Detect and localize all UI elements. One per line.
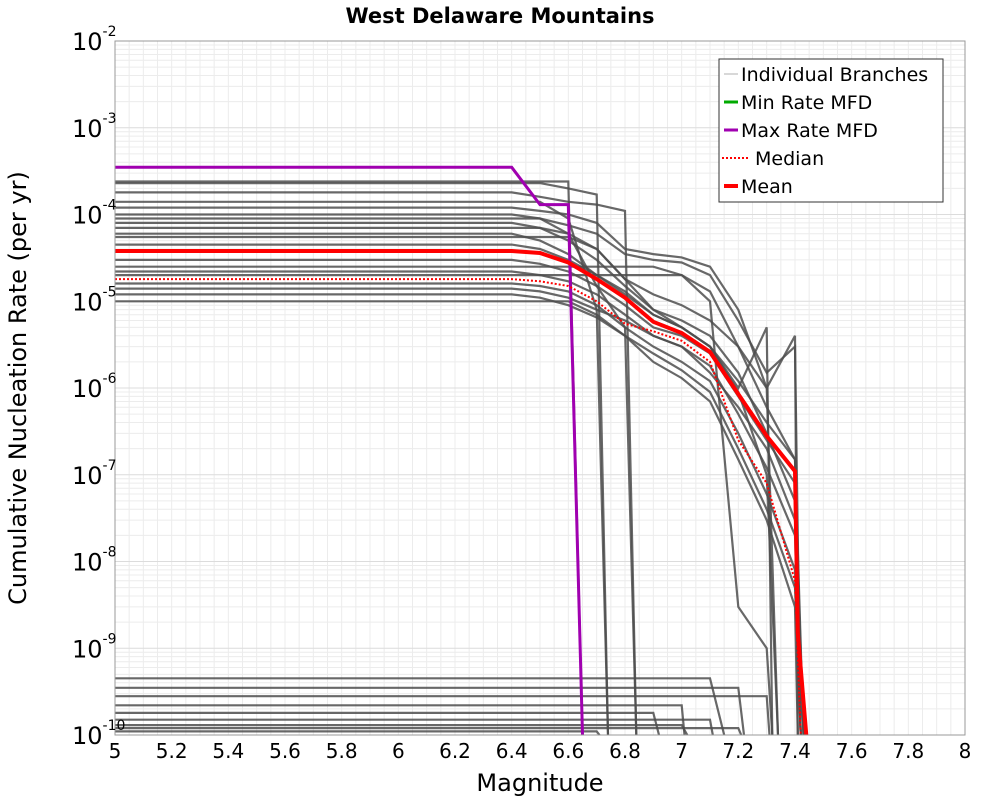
branch-line bbox=[115, 258, 805, 736]
legend-label: Max Rate MFD bbox=[741, 120, 878, 142]
branch-line bbox=[115, 293, 802, 736]
branch-line bbox=[115, 724, 689, 736]
legend-box bbox=[718, 58, 944, 203]
y-tick-label: 10-8 bbox=[72, 545, 117, 577]
branch-line bbox=[115, 686, 746, 736]
x-tick-label: 5.8 bbox=[326, 739, 358, 763]
chart-title: West Delaware Mountains bbox=[345, 4, 654, 28]
x-tick-label: 6.8 bbox=[609, 739, 641, 763]
x-tick-label: 6.2 bbox=[439, 739, 471, 763]
branch-line bbox=[115, 695, 771, 736]
median-line bbox=[115, 278, 802, 736]
y-tick-label: 10-5 bbox=[72, 284, 117, 316]
x-tick-label: 7.2 bbox=[722, 739, 754, 763]
x-tick-label: 7.6 bbox=[836, 739, 868, 763]
y-tick-label: 10-3 bbox=[72, 111, 117, 143]
branch-line bbox=[115, 243, 805, 736]
branch-line bbox=[115, 235, 774, 736]
y-tick-label: 10-7 bbox=[72, 458, 117, 490]
branch-line bbox=[115, 232, 780, 736]
legend-label: Median bbox=[755, 148, 824, 170]
y-tick-label: 10-10 bbox=[72, 718, 125, 750]
branch-line bbox=[115, 182, 610, 736]
x-tick-label: 5.4 bbox=[212, 739, 244, 763]
branch-line bbox=[115, 217, 638, 736]
branch-line bbox=[115, 265, 802, 736]
x-tick-label: 7.8 bbox=[892, 739, 924, 763]
branch-line bbox=[115, 206, 780, 736]
x-axis-ticks: 5 5.2 5.4 5.6 5.8 6 6.2 6.4 6.6 6.8 7 7.2 7.4 7.6 7.8 8 bbox=[109, 739, 972, 763]
branch-line bbox=[115, 287, 805, 736]
x-tick-label: 6 bbox=[392, 739, 405, 763]
x-tick-label: 6.4 bbox=[496, 739, 528, 763]
legend: Individual Branches Min Rate MFD Max Rate … bbox=[718, 58, 944, 203]
summary-series bbox=[115, 165, 809, 736]
y-tick-label: 10-9 bbox=[72, 631, 117, 663]
mean-line bbox=[115, 249, 809, 736]
y-tick-label: 10-6 bbox=[72, 371, 117, 403]
legend-label: Min Rate MFD bbox=[741, 92, 872, 114]
branch-line bbox=[115, 730, 601, 736]
x-tick-label: 5.6 bbox=[269, 739, 301, 763]
x-tick-label: 7 bbox=[675, 739, 688, 763]
y-axis-ticks: 10-2 10-3 10-4 10-5 10-6 10-7 10-8 10-9 10-10 bbox=[72, 24, 125, 750]
x-tick-label: 8 bbox=[959, 739, 972, 763]
branch-line bbox=[115, 677, 726, 736]
branch-line bbox=[115, 282, 802, 736]
x-tick-label: 5.2 bbox=[156, 739, 188, 763]
branch-line bbox=[115, 727, 743, 736]
branch-line bbox=[115, 300, 799, 736]
legend-label: Individual Branches bbox=[741, 64, 928, 86]
branch-line bbox=[115, 718, 714, 736]
plot-frame bbox=[114, 40, 966, 736]
y-tick-label: 10-4 bbox=[72, 198, 117, 230]
x-tick-label: 6.6 bbox=[552, 739, 584, 763]
x-tick-label: 7.4 bbox=[779, 739, 811, 763]
branch-line bbox=[115, 191, 638, 736]
legend-label: Mean bbox=[741, 176, 793, 198]
branch-line bbox=[115, 226, 799, 736]
max-rate-mfd-line bbox=[115, 165, 584, 736]
branch-line bbox=[115, 704, 686, 736]
x-tick-label: 5 bbox=[109, 739, 122, 763]
y-axis-label: Cumulative Nucleation Rate (per yr) bbox=[4, 171, 32, 605]
x-axis-label: Magnitude bbox=[476, 769, 603, 797]
y-tick-label: 10-2 bbox=[72, 24, 117, 56]
